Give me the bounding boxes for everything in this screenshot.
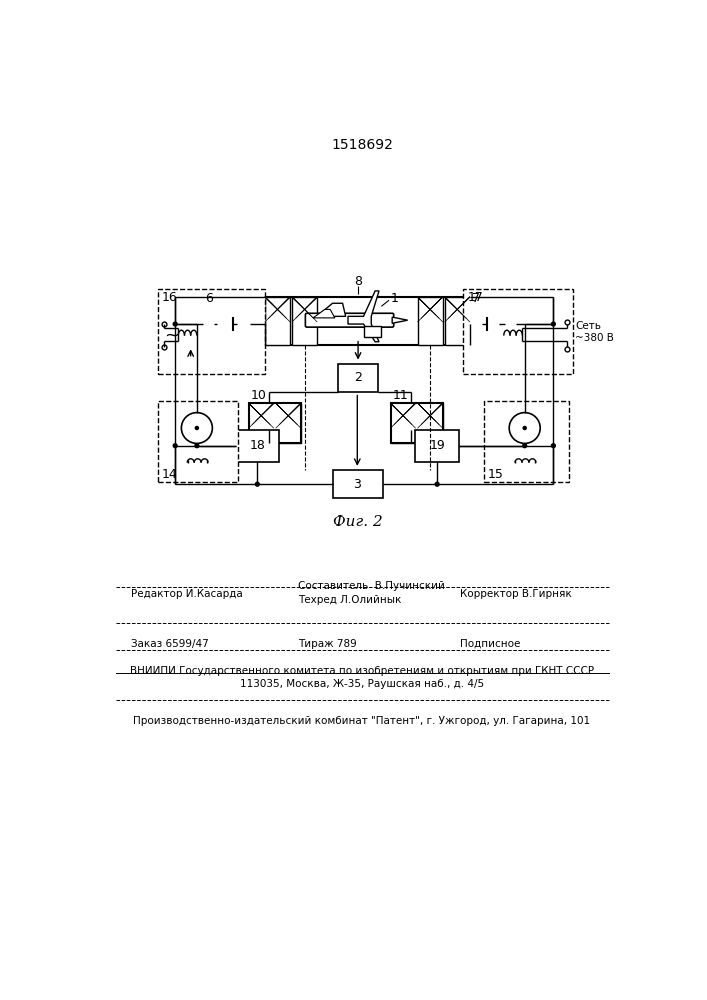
Bar xyxy=(391,403,443,443)
Polygon shape xyxy=(317,303,346,316)
Bar xyxy=(265,297,469,345)
Circle shape xyxy=(255,482,259,486)
Bar xyxy=(469,305,516,343)
Text: 17: 17 xyxy=(467,291,483,304)
Text: 8: 8 xyxy=(354,275,362,288)
Bar xyxy=(338,364,378,392)
Text: 1518692: 1518692 xyxy=(331,138,393,152)
Bar xyxy=(249,403,274,443)
Text: Подписное: Подписное xyxy=(460,639,521,649)
Circle shape xyxy=(523,426,526,430)
Text: 6: 6 xyxy=(206,292,214,305)
Text: 113035, Москва, Ж-35, Раушская наб., д. 4/5: 113035, Москва, Ж-35, Раушская наб., д. … xyxy=(240,679,484,689)
Bar xyxy=(332,470,383,498)
Text: Редактор И.Касарда: Редактор И.Касарда xyxy=(131,589,243,599)
Bar xyxy=(265,297,290,345)
Bar xyxy=(235,430,279,462)
Text: 10: 10 xyxy=(251,389,267,402)
Bar xyxy=(292,297,317,345)
Text: 2: 2 xyxy=(354,371,362,384)
Polygon shape xyxy=(363,326,381,337)
Text: Составитель  В.Пучинский: Составитель В.Пучинский xyxy=(298,581,445,591)
Bar xyxy=(445,297,469,345)
Circle shape xyxy=(182,413,212,443)
Text: Корректор В.Гирняк: Корректор В.Гирняк xyxy=(460,589,572,599)
Text: ВНИИПИ Государственного комитета по изобретениям и открытиям при ГКНТ СССР: ВНИИПИ Государственного комитета по изоб… xyxy=(130,666,594,676)
Bar xyxy=(418,403,443,443)
Text: Тираж 789: Тираж 789 xyxy=(298,639,356,649)
Polygon shape xyxy=(486,317,502,331)
Circle shape xyxy=(436,482,439,486)
Circle shape xyxy=(551,444,555,448)
Bar xyxy=(249,403,300,443)
Bar xyxy=(391,403,416,443)
Bar xyxy=(464,289,573,374)
Circle shape xyxy=(522,444,527,448)
Text: ~: ~ xyxy=(164,327,180,345)
Bar xyxy=(418,297,443,345)
Polygon shape xyxy=(217,317,233,331)
Text: 18: 18 xyxy=(250,439,265,452)
Polygon shape xyxy=(348,291,379,342)
Text: Сеть
~380 В: Сеть ~380 В xyxy=(575,321,614,343)
Bar xyxy=(203,305,250,343)
Text: Производственно-издательский комбинат "Патент", г. Ужгород, ул. Гагарина, 101: Производственно-издательский комбинат "П… xyxy=(134,716,590,726)
Polygon shape xyxy=(313,309,335,318)
Circle shape xyxy=(195,444,199,448)
Bar xyxy=(416,430,459,462)
Text: Заказ 6599/47: Заказ 6599/47 xyxy=(131,639,209,649)
Text: 16: 16 xyxy=(162,291,177,304)
Bar xyxy=(484,401,569,482)
Text: Фиг. 2: Фиг. 2 xyxy=(333,515,383,529)
Text: 19: 19 xyxy=(429,439,445,452)
Text: 11: 11 xyxy=(393,389,409,402)
Circle shape xyxy=(173,322,177,326)
Circle shape xyxy=(195,426,199,430)
Text: 7: 7 xyxy=(472,292,480,305)
Polygon shape xyxy=(392,317,408,323)
Text: 15: 15 xyxy=(488,468,503,481)
Text: Техред Л.Олийнык: Техред Л.Олийнык xyxy=(298,595,401,605)
Circle shape xyxy=(173,444,177,448)
Bar xyxy=(158,289,265,374)
Text: 3: 3 xyxy=(354,478,361,491)
Bar xyxy=(276,403,300,443)
Circle shape xyxy=(551,322,555,326)
Circle shape xyxy=(509,413,540,443)
Text: 1: 1 xyxy=(390,292,399,305)
Text: 14: 14 xyxy=(162,468,177,481)
FancyBboxPatch shape xyxy=(305,313,394,327)
Bar xyxy=(158,401,238,482)
